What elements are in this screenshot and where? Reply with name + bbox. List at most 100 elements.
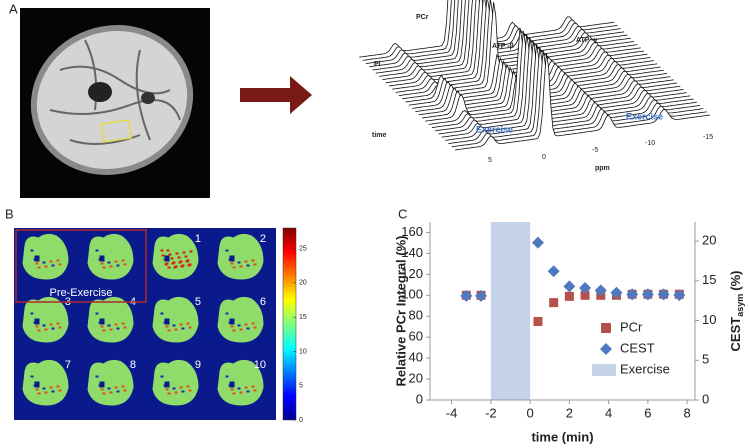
map-spot [116,327,120,330]
map-spot [174,391,178,394]
map-spot [229,318,235,325]
waterfall-plot [359,0,711,154]
trace-fill [438,37,694,138]
trace-fill [428,27,684,129]
map-spot [246,264,250,267]
point [641,288,654,301]
colorbar-tick-label: 10 [299,348,307,355]
y2-tick-label: 20 [702,233,716,248]
map-spot [225,249,229,252]
y-tick-label: 40 [409,350,423,365]
map-spot [186,322,190,325]
map-spot [100,325,104,328]
image-label: 2 [260,233,266,245]
shaded-region [490,222,531,400]
map-spot [189,250,193,253]
legend-marker [600,343,612,355]
map-spot [160,249,164,252]
map-spot [225,375,229,378]
ppm-tick: -5 [592,147,598,154]
map-blob [87,233,134,280]
y2-tick-label: 5 [702,352,709,367]
map-spot [229,381,235,388]
map-spot [167,266,171,269]
x-tick-label: 0 [526,405,533,420]
map-spot [181,327,185,330]
trace-fill [431,31,687,132]
y2-axis-label-sub: asym [735,294,745,317]
map-spot [107,261,111,264]
group-label: Pre-Exercise [50,287,113,299]
map-spot [42,324,46,327]
map-spot [121,259,125,262]
map-spot [168,253,172,256]
trace-fill [455,53,710,154]
x-tick-label: -2 [485,405,497,420]
map-spot [109,265,113,268]
map-spot [174,328,178,331]
map-spot [58,326,62,329]
x-tick-label: 6 [644,405,651,420]
map-spot [230,325,234,328]
legend-label: Exercise [620,361,670,376]
colorbar-tick-label: 25 [299,245,307,252]
map-spot [253,389,257,392]
map-spot [232,392,236,395]
y-tick-label: 0 [416,391,423,406]
x-tick-label: 4 [605,405,612,420]
peak-label: Pi [374,61,381,68]
map-spot [239,328,243,331]
map-spot [51,327,55,330]
image-label: 8 [130,359,136,371]
map-spot [237,261,241,264]
map-spot [35,388,39,391]
map-spot [114,323,118,326]
panel-label: A [9,1,18,16]
map-spot [251,385,255,388]
map-spot [172,324,176,327]
point [594,284,607,297]
map-spot [44,265,48,268]
point [460,289,473,302]
map-spot [37,329,41,332]
ppm-tick: -15 [703,134,713,141]
map-spot [51,264,55,267]
y-axis-label: Relative PCr Integral (%) [393,236,408,387]
image-label: 7 [65,359,71,371]
map-spot [185,260,189,263]
point [580,290,590,300]
map-spot [188,326,192,329]
map-spot [49,260,53,263]
map-blob [152,359,199,406]
point [564,291,574,301]
map-spot [237,387,241,390]
map-spot [164,381,170,388]
map-spot [230,388,234,391]
map-spot [244,260,248,263]
map-spot [44,391,48,394]
ppm-tick: 5 [488,157,492,164]
peak-label: PCr [416,14,429,21]
map-spot [179,386,183,389]
point [531,236,544,249]
y2-tick-label: 15 [702,272,716,287]
point [579,281,592,294]
map-spot [121,322,125,325]
map-spot [44,328,48,331]
map-blob [217,296,264,343]
map-spot [179,323,183,326]
ppm-tick: 0 [542,154,546,161]
exercise-label: Exercise [476,124,513,134]
point [533,316,543,326]
point [475,289,488,302]
map-blob [152,233,199,280]
image-label: 10 [254,359,266,371]
map-spot [42,387,46,390]
map-spot [114,260,118,263]
point [657,288,670,301]
map-spot [187,264,191,267]
image-label: 6 [260,296,266,308]
map-spot [160,375,164,378]
map-spot [95,249,99,252]
